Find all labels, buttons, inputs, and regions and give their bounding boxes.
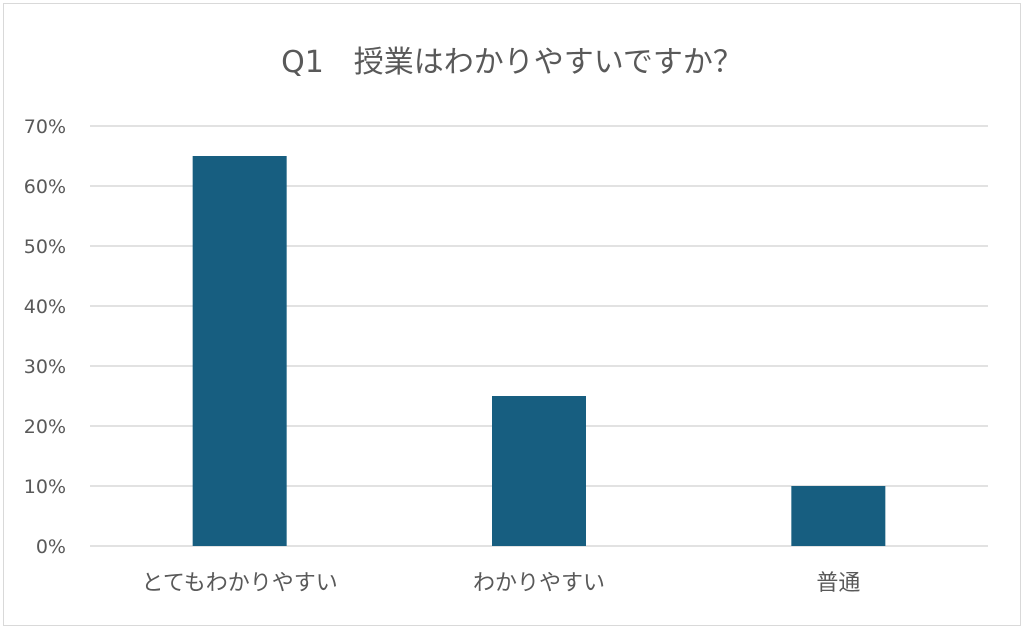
bar bbox=[492, 396, 586, 546]
x-category-label: 普通 bbox=[816, 571, 860, 596]
y-tick-label: 0% bbox=[36, 536, 66, 558]
x-category-label: とてもわかりやすい bbox=[142, 571, 338, 596]
y-tick-label: 60% bbox=[24, 176, 66, 198]
y-tick-label: 50% bbox=[24, 236, 66, 258]
y-axis-tick-labels: 0% 10% 20% 30% 40% 50% 60% 70% bbox=[24, 116, 66, 558]
y-tick-label: 30% bbox=[24, 356, 66, 378]
bar bbox=[192, 156, 287, 546]
bars bbox=[192, 156, 886, 546]
y-tick-label: 70% bbox=[24, 116, 66, 138]
bar bbox=[791, 486, 886, 546]
y-tick-label: 10% bbox=[24, 476, 66, 498]
y-tick-label: 20% bbox=[24, 416, 66, 438]
x-axis-category-labels: とてもわかりやすい わかりやすい 普通 bbox=[142, 571, 861, 596]
chart-title: Q1 授業はわかりやすいですか？ bbox=[281, 45, 743, 80]
x-category-label: わかりやすい bbox=[473, 571, 605, 596]
y-tick-label: 40% bbox=[24, 296, 66, 318]
